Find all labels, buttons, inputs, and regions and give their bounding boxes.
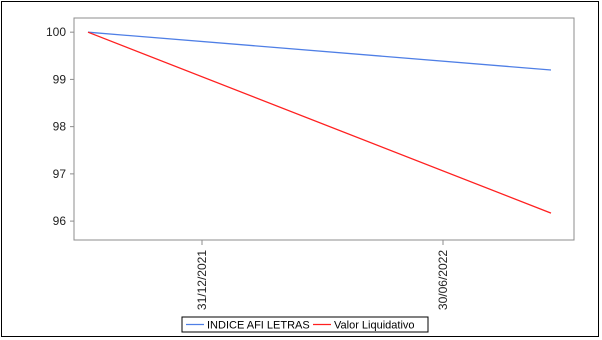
y-tick-label: 99 [53, 72, 67, 86]
x-axis: 31/12/2021 30/06/2022 [195, 240, 450, 310]
y-tick-label: 100 [46, 25, 66, 39]
legend: INDICE AFI LETRAS Valor Liquidativo [181, 316, 429, 333]
series-line-2 [87, 31, 552, 214]
series-line-1 [87, 31, 552, 71]
x-tick-label: 31/12/2021 [195, 250, 209, 310]
y-tick-label: 97 [53, 167, 67, 181]
legend-label-2: Valor Liquidativo [334, 320, 415, 332]
y-tick-label: 96 [53, 214, 67, 228]
legend-box [181, 316, 429, 333]
y-tick-label: 98 [53, 120, 67, 134]
series-layer [87, 31, 552, 214]
legend-label-1: INDICE AFI LETRAS [207, 320, 310, 332]
plot-area [73, 17, 575, 241]
y-axis: 96 97 98 99 100 [46, 25, 74, 228]
x-tick-label: 30/06/2022 [436, 250, 450, 310]
